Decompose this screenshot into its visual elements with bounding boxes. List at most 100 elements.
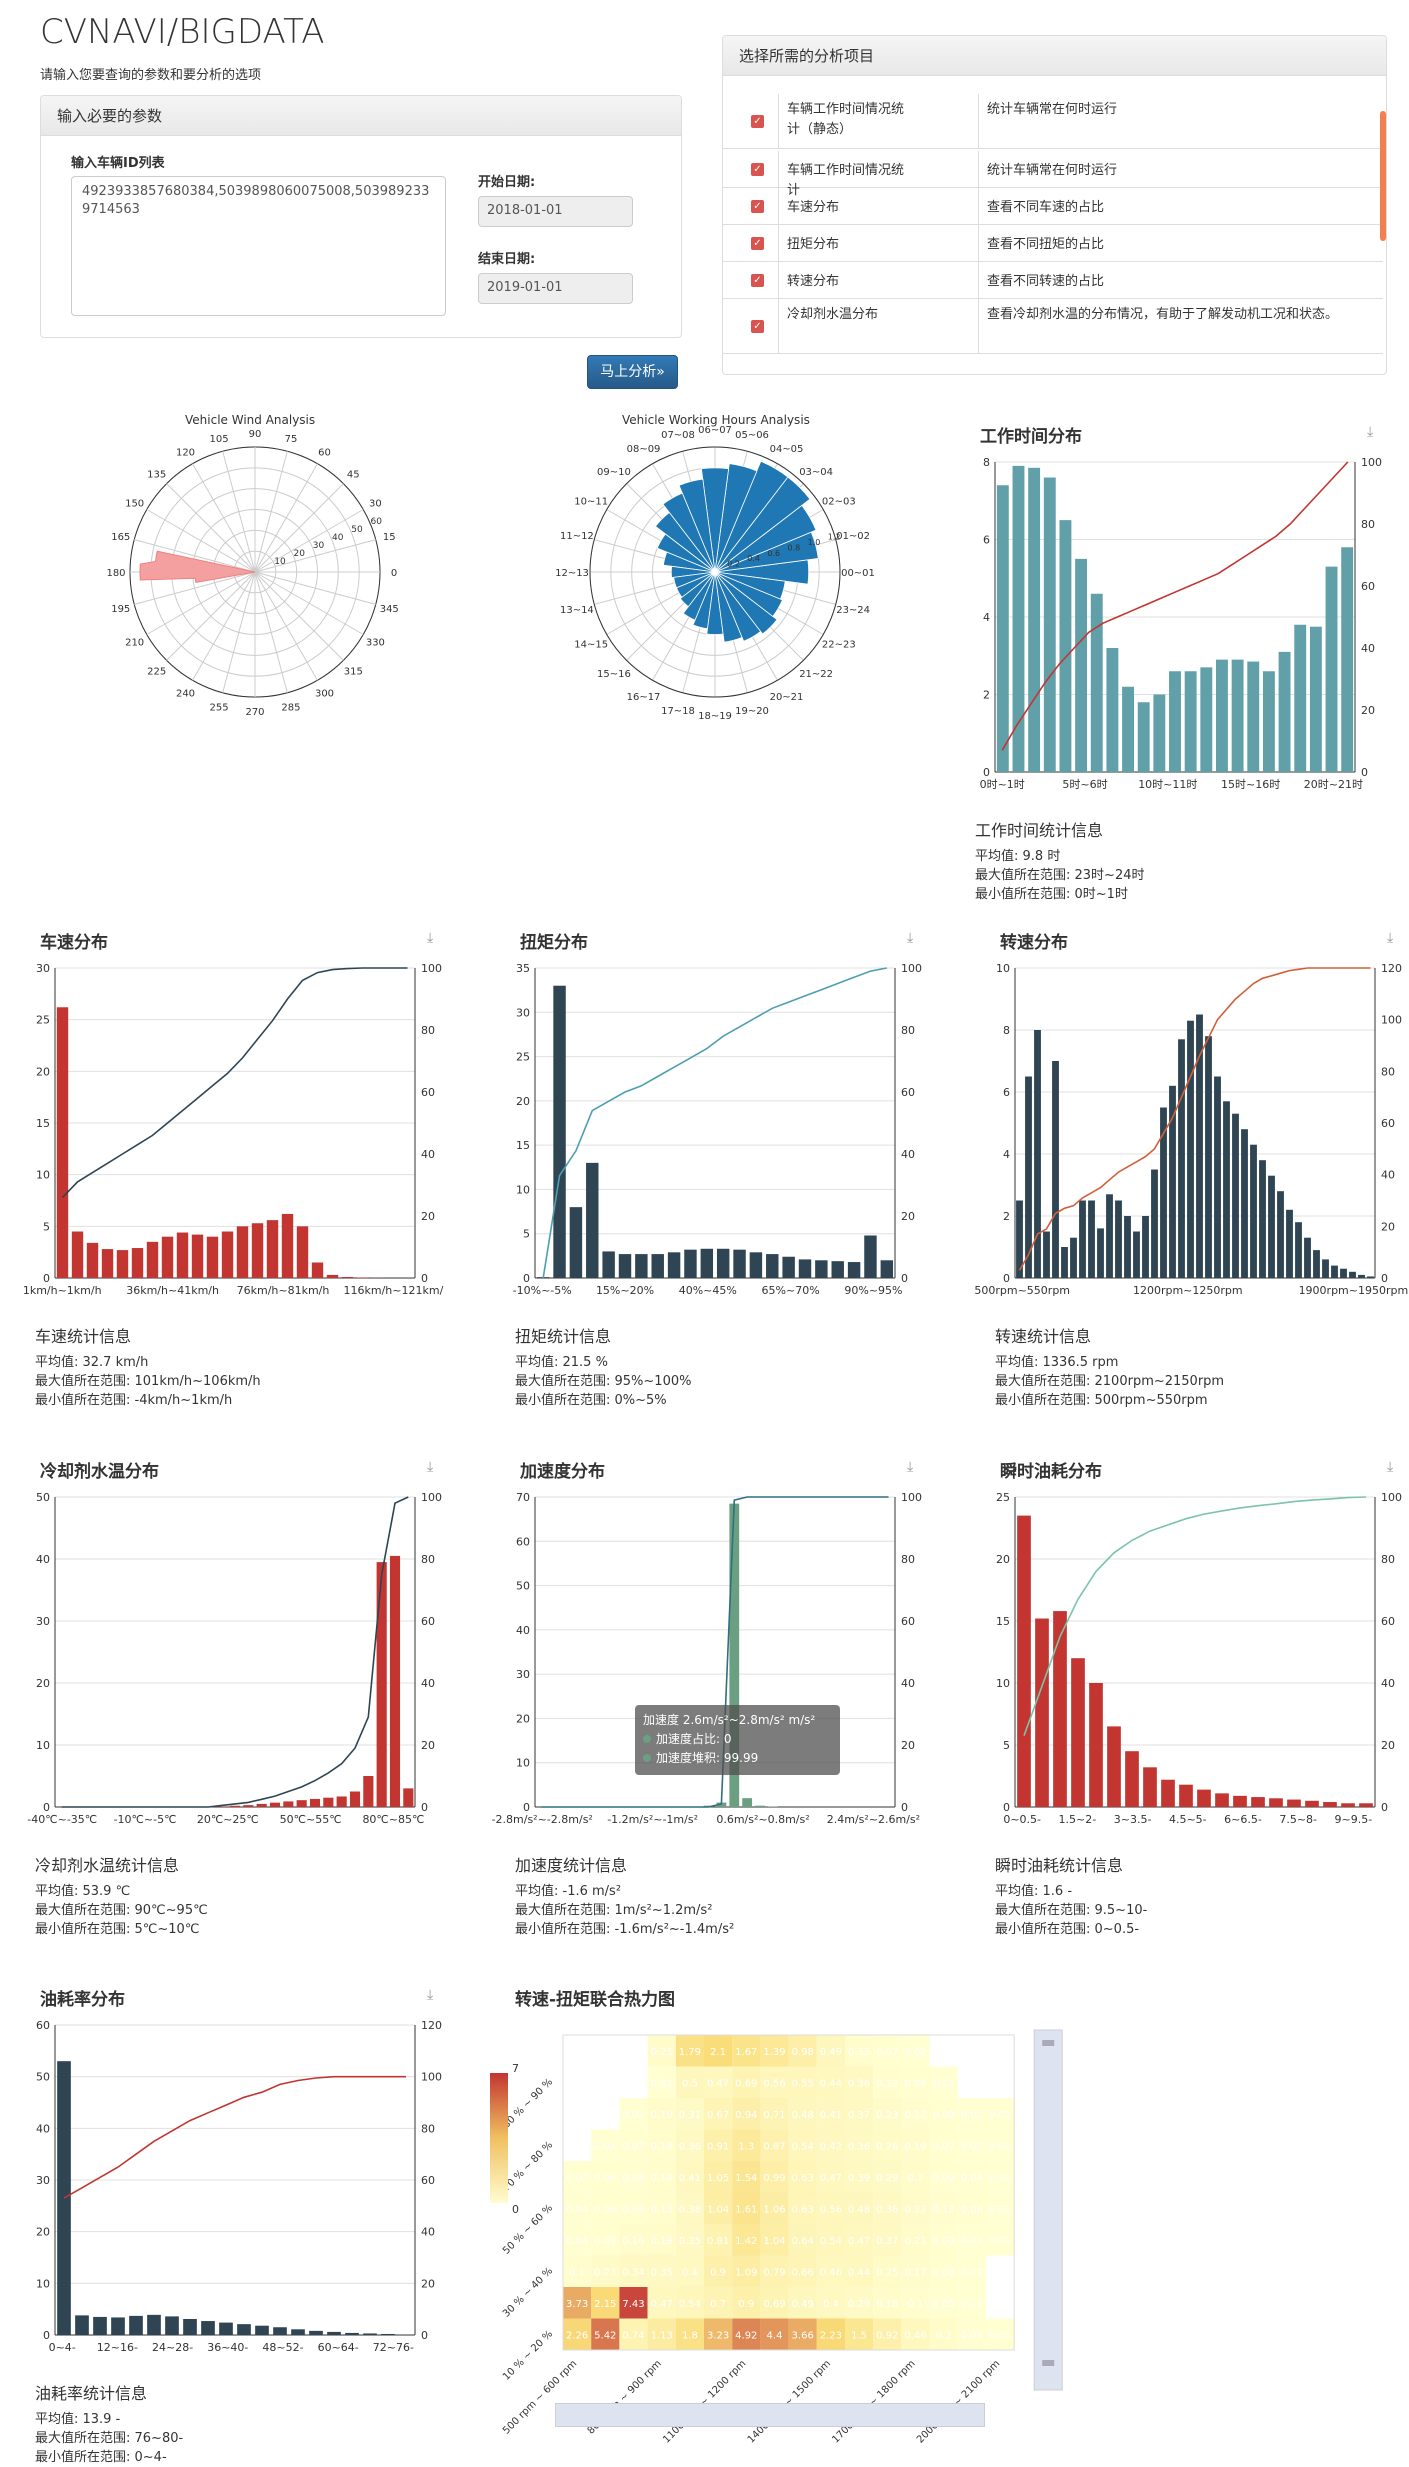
angle-label: 255 [209,702,228,713]
option-checkbox[interactable]: ✓ [751,274,764,287]
heatmap-cell-label: 4.92 [735,2330,757,2341]
option-checkbox[interactable]: ✓ [751,320,764,333]
download-icon[interactable]: ⤓ [1387,1459,1403,1475]
heatmap-cell-label: 0.08 [933,2267,955,2278]
coolant-chart[interactable]: 01020304050020406080100-40℃~-35℃-10℃~-5℃… [10,1487,480,1837]
analyze-button[interactable]: 马上分析» [587,355,678,389]
bar [586,1163,598,1278]
torque-chart[interactable]: 05101520253035020406080100-10%~-5%15%~20… [490,958,960,1308]
x-tick-label: -2.8m/s²~-2.8m/s² [492,1813,593,1826]
download-icon[interactable]: ⤓ [1387,930,1403,946]
hour-label: 02~03 [822,497,856,508]
y2-tick-label: 100 [421,2071,442,2084]
end-date-input[interactable]: 2019-01-01 [478,273,633,304]
download-icon[interactable]: ⤓ [427,1987,443,2003]
fuel-stats-title: 瞬时油耗统计信息 [995,1852,1123,1876]
angle-label: 195 [111,604,130,615]
y2-tick-label: 100 [421,1491,442,1504]
y-tick-label: 10 [36,1169,50,1182]
bar [1138,702,1150,772]
option-checkbox[interactable]: ✓ [751,200,764,213]
bar [1028,468,1040,772]
fuelrate-chart[interactable]: 01020304050600204060801001200~4-12~16-24… [10,2015,480,2365]
download-icon[interactable]: ⤓ [907,930,923,946]
bar [1223,1101,1230,1278]
y2-tick-label: 60 [901,1086,915,1099]
bar [219,2323,233,2335]
angle-label: 135 [147,470,166,481]
y2-tick-label: 40 [901,1677,915,1690]
option-desc: 查看冷却剂水温的分布情况，有助于了解发动机工况和状态。 [978,299,1358,353]
y2-tick-label: 20 [1381,1739,1395,1752]
bar [815,1260,827,1278]
bar [257,1804,267,1807]
angle-label: 75 [285,434,298,445]
bar [1142,1216,1149,1278]
working-hours-polar-chart[interactable]: 00~0101~0202~0303~0404~0505~0606~0707~08… [545,402,885,742]
vehicle-ids-input[interactable]: 4923933857680384,5039898060075008,503989… [71,176,446,316]
heatmap-cell-label: 0.92 [876,2330,898,2341]
option-row[interactable]: ✓冷却剂水温分布查看冷却剂水温的分布情况，有助于了解发动机工况和状态。 [723,299,1383,354]
download-icon[interactable]: ⤓ [427,930,443,946]
hour-label: 23~24 [836,605,870,616]
slider-handle [1042,2040,1054,2046]
x-tick-label: 50℃~55℃ [280,1813,342,1826]
option-row[interactable]: ✓车辆工作时间情况统计（静态）统计车辆常在何时运行 [723,94,1383,149]
option-row[interactable]: ✓扭矩分布查看不同扭矩的占比 [723,225,1383,262]
tooltip-title: 加速度 2.6m/s²~2.8m/s² m/s² [643,1711,832,1730]
bar [755,1806,765,1807]
bar [1052,1061,1059,1278]
heatmap-cell-label: 0.54 [820,2236,842,2247]
coolant-stats-avg: 平均值: 53.9 ℃ [35,1882,130,1901]
fuel-chart[interactable]: 05101520250204060801000~0.5-1.5~2-3~3.5-… [970,1487,1409,1837]
bar [312,1263,323,1279]
heatmap-cell-label: 0.12 [876,2078,898,2089]
angle-label: 15 [383,532,396,543]
option-row[interactable]: ✓车速分布查看不同车速的占比 [723,188,1383,225]
accel-chart-title: 加速度分布 [520,1457,605,1482]
option-checkbox[interactable]: ✓ [751,237,764,250]
heatmap-cell-label: 2.1 [710,2047,726,2058]
hour-label: 09~10 [597,467,631,478]
y2-tick-label: 60 [901,1615,915,1628]
heatmap-cell-label: 0.06 [961,2204,983,2215]
options-list[interactable]: ✓车辆工作时间情况统计（静态）统计车辆常在何时运行✓车辆工作时间情况统计统计车辆… [723,76,1383,375]
option-checkbox[interactable]: ✓ [751,163,764,176]
heatmap-cell-label: 2.15 [594,2299,616,2310]
option-row[interactable]: ✓转速分布查看不同转速的占比 [723,262,1383,299]
options-scrollbar[interactable] [1380,111,1386,241]
heatmap-cell-label: 1.42 [735,2236,757,2247]
heatmap-cell-label: 5.42 [594,2330,616,2341]
heatmap-cell-label: 0.02 [904,2047,926,2058]
horizontal-zoom-slider[interactable] [555,2403,985,2427]
fuelrate-stats-title: 油耗率统计信息 [35,2380,147,2404]
option-checkbox[interactable]: ✓ [751,115,764,128]
heatmap-visual-map[interactable] [490,2073,508,2203]
bar [309,2331,323,2335]
start-date-input[interactable]: 2018-01-01 [478,196,633,227]
y2-tick-label: 60 [421,1615,435,1628]
radius-label: 0.8 [787,543,800,552]
y2-tick-label: 40 [421,1148,435,1161]
bar [1263,671,1275,772]
bar [1294,625,1306,772]
option-row[interactable]: ✓车辆工作时间情况统计统计车辆常在何时运行 [723,151,1383,188]
y-axis-label: 10 % ~ 20 % [501,2329,555,2383]
heatmap-cell-label: 0.07 [876,2047,898,2058]
bar [1359,1803,1373,1807]
bar [1232,1114,1239,1278]
y2-tick-label: 0 [421,2329,428,2342]
y2-tick-label: 80 [421,2122,435,2135]
download-icon[interactable]: ⤓ [427,1459,443,1475]
download-icon[interactable]: ⤓ [907,1459,923,1475]
bar [327,2332,341,2335]
y2-tick-label: 60 [421,1086,435,1099]
download-icon[interactable]: ⤓ [1367,424,1383,440]
x-tick-label: 65%~70% [762,1284,820,1297]
accel-chart[interactable]: 010203040506070020406080100-2.8m/s²~-2.8… [490,1487,960,1837]
